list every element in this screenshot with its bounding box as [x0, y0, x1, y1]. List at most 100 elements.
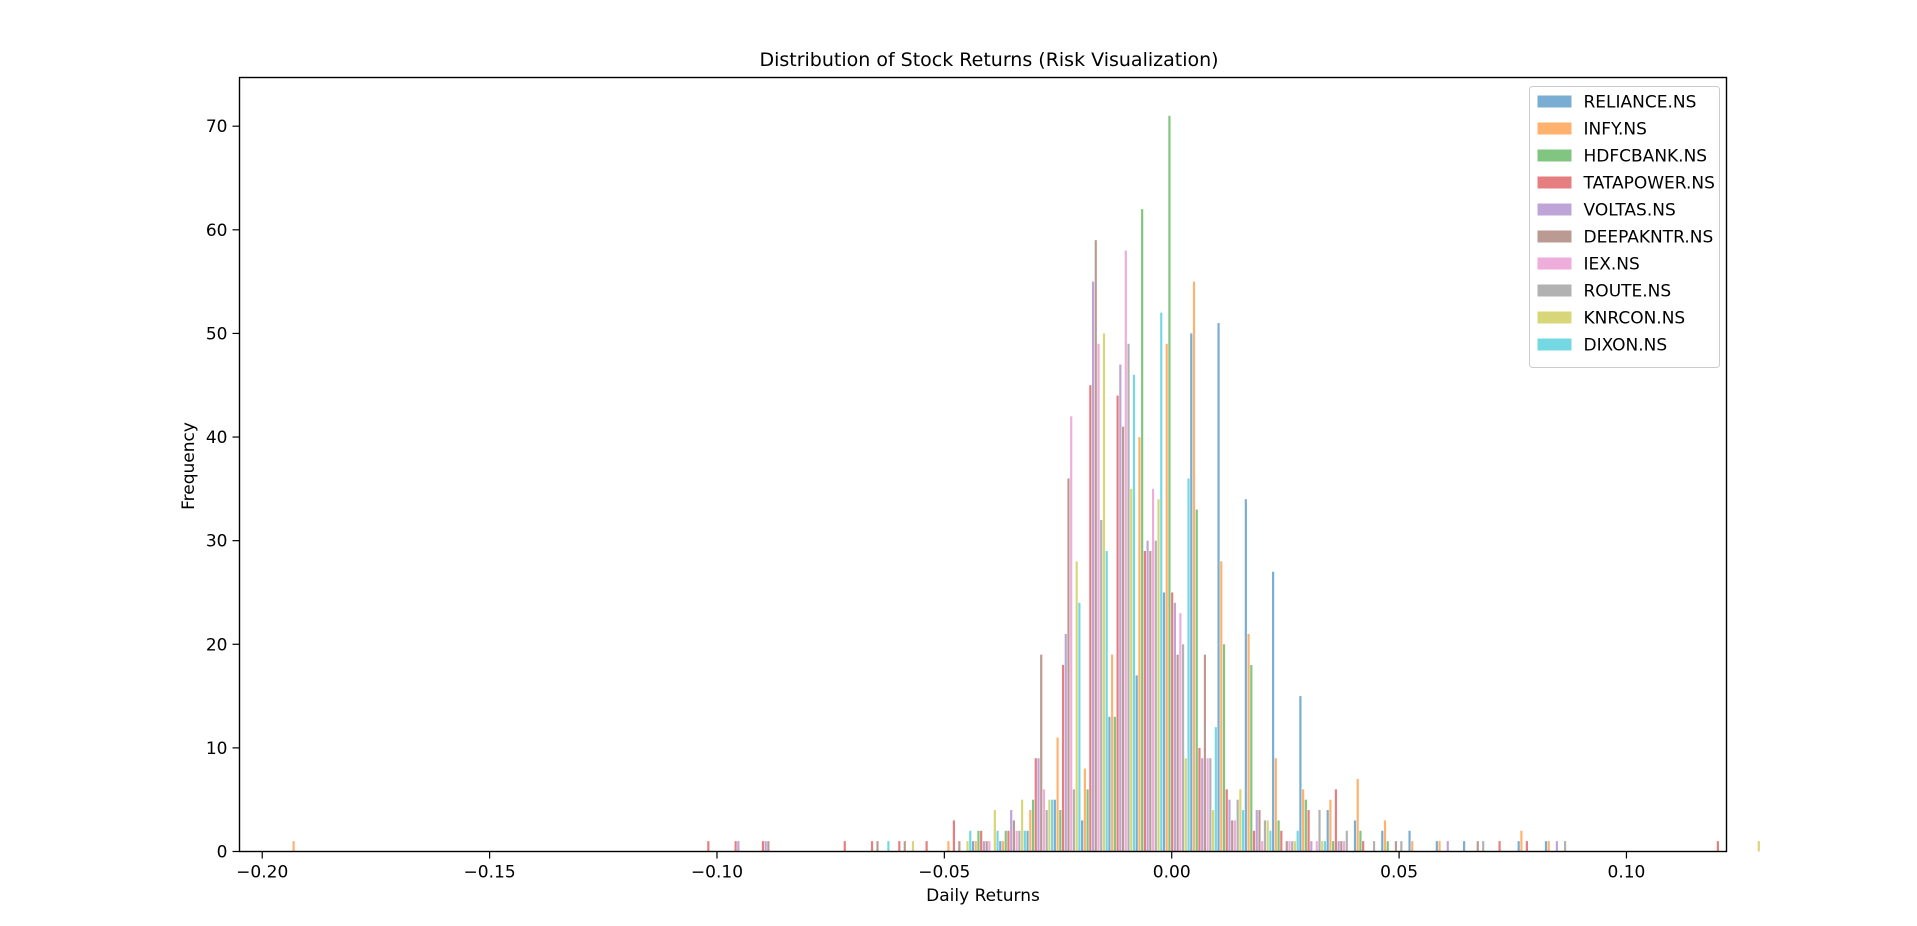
- bar-route-ns-bin-29: [1072, 789, 1076, 852]
- bar-infy-ns-bin-37: [1274, 758, 1277, 852]
- bar-infy-ns-bin-42: [1411, 841, 1414, 852]
- x-tick-label: 0.05: [1380, 863, 1418, 883]
- x-tick-label: −0.10: [691, 863, 743, 883]
- legend-label-reliance-ns: RELIANCE.NS: [1584, 93, 1697, 113]
- bar-dixon-ns-bin-27: [1023, 830, 1026, 852]
- bar-infy-ns-bin-27: [1001, 841, 1005, 852]
- bar-deepakntr-ns-bin-30: [1094, 240, 1097, 852]
- bar-deepakntr-ns-bin-25: [958, 841, 961, 852]
- y-axis-label: Frequency: [179, 422, 199, 510]
- bar-dixon-ns-bin-26: [996, 830, 999, 852]
- bar-tatapower-ns-bin-46: [1525, 841, 1528, 852]
- legend-label-tatapower-ns: TATAPOWER.NS: [1583, 174, 1715, 194]
- bar-iex-ns-bin-33: [1179, 613, 1182, 852]
- bar-tatapower-ns-bin-25: [952, 820, 955, 852]
- bar-hdfcbank-ns-bin-26: [977, 830, 980, 852]
- bar-hdfcbank-ns-bin-35: [1222, 644, 1226, 852]
- legend-swatch-dixon-ns: [1537, 338, 1572, 351]
- bar-hdfcbank-ns-bin-41: [1386, 841, 1389, 852]
- y-tick-label: 30: [206, 532, 228, 552]
- bar-infy-ns-bin-1: [292, 841, 295, 852]
- bar-voltas-ns-bin-18: [764, 841, 767, 852]
- legend-label-iex-ns: IEX.NS: [1584, 255, 1640, 275]
- bar-dixon-ns-bin-32: [1160, 312, 1163, 852]
- bar-voltas-ns-bin-39: [1337, 841, 1340, 852]
- x-tick-label: −0.15: [464, 863, 516, 883]
- y-tick-label: 40: [206, 428, 228, 448]
- bar-tatapower-ns-bin-35: [1225, 789, 1228, 852]
- bar-dixon-ns-bin-25: [969, 830, 972, 852]
- bar-hdfcbank-ns-bin-30: [1086, 789, 1089, 852]
- bar-tatapower-ns-bin-24: [925, 841, 928, 852]
- bar-hdfcbank-ns-bin-32: [1141, 209, 1144, 852]
- bar-iex-ns-bin-35: [1233, 820, 1237, 852]
- bar-deepakntr-ns-bin-33: [1176, 654, 1179, 852]
- bar-infy-ns-bin-30: [1083, 768, 1086, 852]
- bar-reliance-ns-bin-29: [1053, 799, 1056, 852]
- bar-knrcon-ns-bin-33: [1184, 758, 1187, 852]
- bar-tatapower-ns-bin-32: [1143, 551, 1146, 852]
- bar-reliance-ns-bin-28: [1026, 830, 1029, 852]
- bar-voltas-ns-bin-17: [737, 841, 740, 852]
- bar-iex-ns-bin-29: [1070, 416, 1073, 852]
- bar-route-ns-bin-47: [1563, 841, 1567, 852]
- bar-route-ns-bin-36: [1263, 820, 1267, 852]
- legend-label-route-ns: ROUTE.NS: [1584, 282, 1672, 302]
- bar-dixon-ns-bin-37: [1296, 830, 1299, 852]
- bar-knrcon-ns-bin-29: [1075, 561, 1078, 852]
- bar-reliance-ns-bin-34: [1190, 333, 1193, 852]
- bar-dixon-ns-bin-36: [1269, 830, 1272, 852]
- bar-route-ns-bin-44: [1482, 841, 1485, 852]
- bar-knrcon-ns-bin-54: [1757, 841, 1760, 852]
- bar-reliance-ns-bin-30: [1081, 820, 1084, 852]
- bar-deepakntr-ns-bin-37: [1285, 841, 1288, 852]
- bar-tatapower-ns-bin-21: [843, 841, 846, 852]
- bar-deepakntr-ns-bin-32: [1149, 551, 1152, 852]
- bar-iex-ns-bin-27: [1015, 830, 1018, 852]
- legend-swatch-hdfcbank-ns: [1537, 149, 1572, 162]
- bar-infy-ns-bin-34: [1192, 281, 1196, 852]
- bar-reliance-ns-bin-35: [1217, 323, 1220, 852]
- bar-deepakntr-ns-bin-36: [1258, 810, 1261, 852]
- bar-voltas-ns-bin-34: [1201, 758, 1204, 852]
- bar-infy-ns-bin-28: [1029, 810, 1032, 852]
- legend-swatch-iex-ns: [1537, 257, 1572, 270]
- bar-hdfcbank-ns-bin-27: [1004, 830, 1007, 852]
- bar-route-ns-bin-27: [1018, 830, 1021, 852]
- bar-iex-ns-bin-28: [1042, 789, 1046, 852]
- bar-knrcon-ns-bin-31: [1130, 488, 1133, 852]
- bar-reliance-ns-bin-31: [1108, 716, 1111, 852]
- bar-route-ns-bin-41: [1400, 841, 1403, 852]
- bar-tatapower-ns-bin-39: [1334, 789, 1337, 852]
- x-tick-label: 0.00: [1153, 863, 1191, 883]
- bar-dixon-ns-bin-38: [1323, 841, 1327, 852]
- legend: RELIANCE.NS INFY.NS HDFCBANK.NS TATAPOWER.N…: [1529, 86, 1720, 368]
- bar-iex-ns-bin-34: [1206, 758, 1209, 852]
- bar-hdfcbank-ns-bin-34: [1195, 509, 1198, 852]
- bar-iex-ns-bin-32: [1151, 488, 1155, 852]
- bar-infy-ns-bin-40: [1356, 778, 1359, 852]
- bar-voltas-ns-bin-32: [1146, 540, 1149, 852]
- legend-label-deepakntr-ns: DEEPAKNTR.NS: [1584, 228, 1714, 248]
- bar-infy-ns-bin-31: [1111, 654, 1114, 852]
- bar-voltas-ns-bin-43: [1446, 841, 1449, 852]
- bar-route-ns-bin-33: [1181, 644, 1185, 852]
- bar-knrcon-ns-bin-30: [1102, 333, 1106, 852]
- bar-tatapower-ns-bin-34: [1198, 747, 1201, 852]
- bar-voltas-ns-bin-30: [1091, 281, 1095, 852]
- bar-infy-ns-bin-36: [1247, 633, 1250, 852]
- bar-deepakntr-ns-bin-26: [985, 841, 988, 852]
- bar-reliance-ns-bin-39: [1326, 810, 1329, 852]
- bar-deepakntr-ns-bin-39: [1340, 841, 1343, 852]
- bar-reliance-ns-bin-27: [999, 841, 1002, 852]
- bar-deepakntr-ns-bin-23: [903, 841, 906, 852]
- bar-infy-ns-bin-46: [1520, 830, 1523, 852]
- legend-label-infy-ns: INFY.NS: [1584, 120, 1647, 140]
- bar-reliance-ns-bin-41: [1381, 830, 1384, 852]
- bar-iex-ns-bin-39: [1342, 841, 1346, 852]
- bar-route-ns-bin-31: [1127, 343, 1130, 852]
- bar-tatapower-ns-bin-26: [980, 830, 983, 852]
- bar-hdfcbank-ns-bin-40: [1359, 830, 1362, 852]
- bar-knrcon-ns-bin-26: [993, 810, 996, 852]
